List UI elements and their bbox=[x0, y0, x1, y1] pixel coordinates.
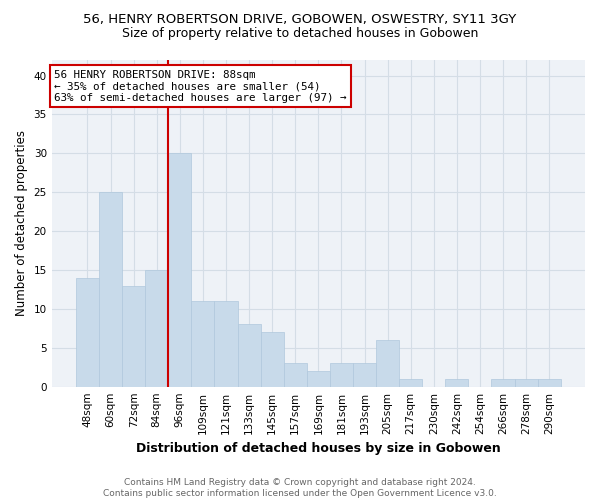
Bar bbox=[538, 379, 561, 386]
Bar bbox=[122, 286, 145, 386]
Bar bbox=[353, 364, 376, 386]
Bar bbox=[214, 301, 238, 386]
Y-axis label: Number of detached properties: Number of detached properties bbox=[15, 130, 28, 316]
Bar bbox=[445, 379, 469, 386]
Bar bbox=[168, 154, 191, 386]
Text: Size of property relative to detached houses in Gobowen: Size of property relative to detached ho… bbox=[122, 28, 478, 40]
Text: 56 HENRY ROBERTSON DRIVE: 88sqm
← 35% of detached houses are smaller (54)
63% of: 56 HENRY ROBERTSON DRIVE: 88sqm ← 35% of… bbox=[55, 70, 347, 103]
Bar bbox=[307, 371, 330, 386]
Bar bbox=[491, 379, 515, 386]
Bar bbox=[515, 379, 538, 386]
Bar bbox=[99, 192, 122, 386]
Bar bbox=[191, 301, 214, 386]
Bar bbox=[376, 340, 399, 386]
Bar bbox=[330, 364, 353, 386]
Text: 56, HENRY ROBERTSON DRIVE, GOBOWEN, OSWESTRY, SY11 3GY: 56, HENRY ROBERTSON DRIVE, GOBOWEN, OSWE… bbox=[83, 12, 517, 26]
Bar bbox=[284, 364, 307, 386]
X-axis label: Distribution of detached houses by size in Gobowen: Distribution of detached houses by size … bbox=[136, 442, 501, 455]
Bar bbox=[76, 278, 99, 386]
Bar bbox=[399, 379, 422, 386]
Bar bbox=[260, 332, 284, 386]
Bar bbox=[145, 270, 168, 386]
Text: Contains HM Land Registry data © Crown copyright and database right 2024.
Contai: Contains HM Land Registry data © Crown c… bbox=[103, 478, 497, 498]
Bar bbox=[238, 324, 260, 386]
